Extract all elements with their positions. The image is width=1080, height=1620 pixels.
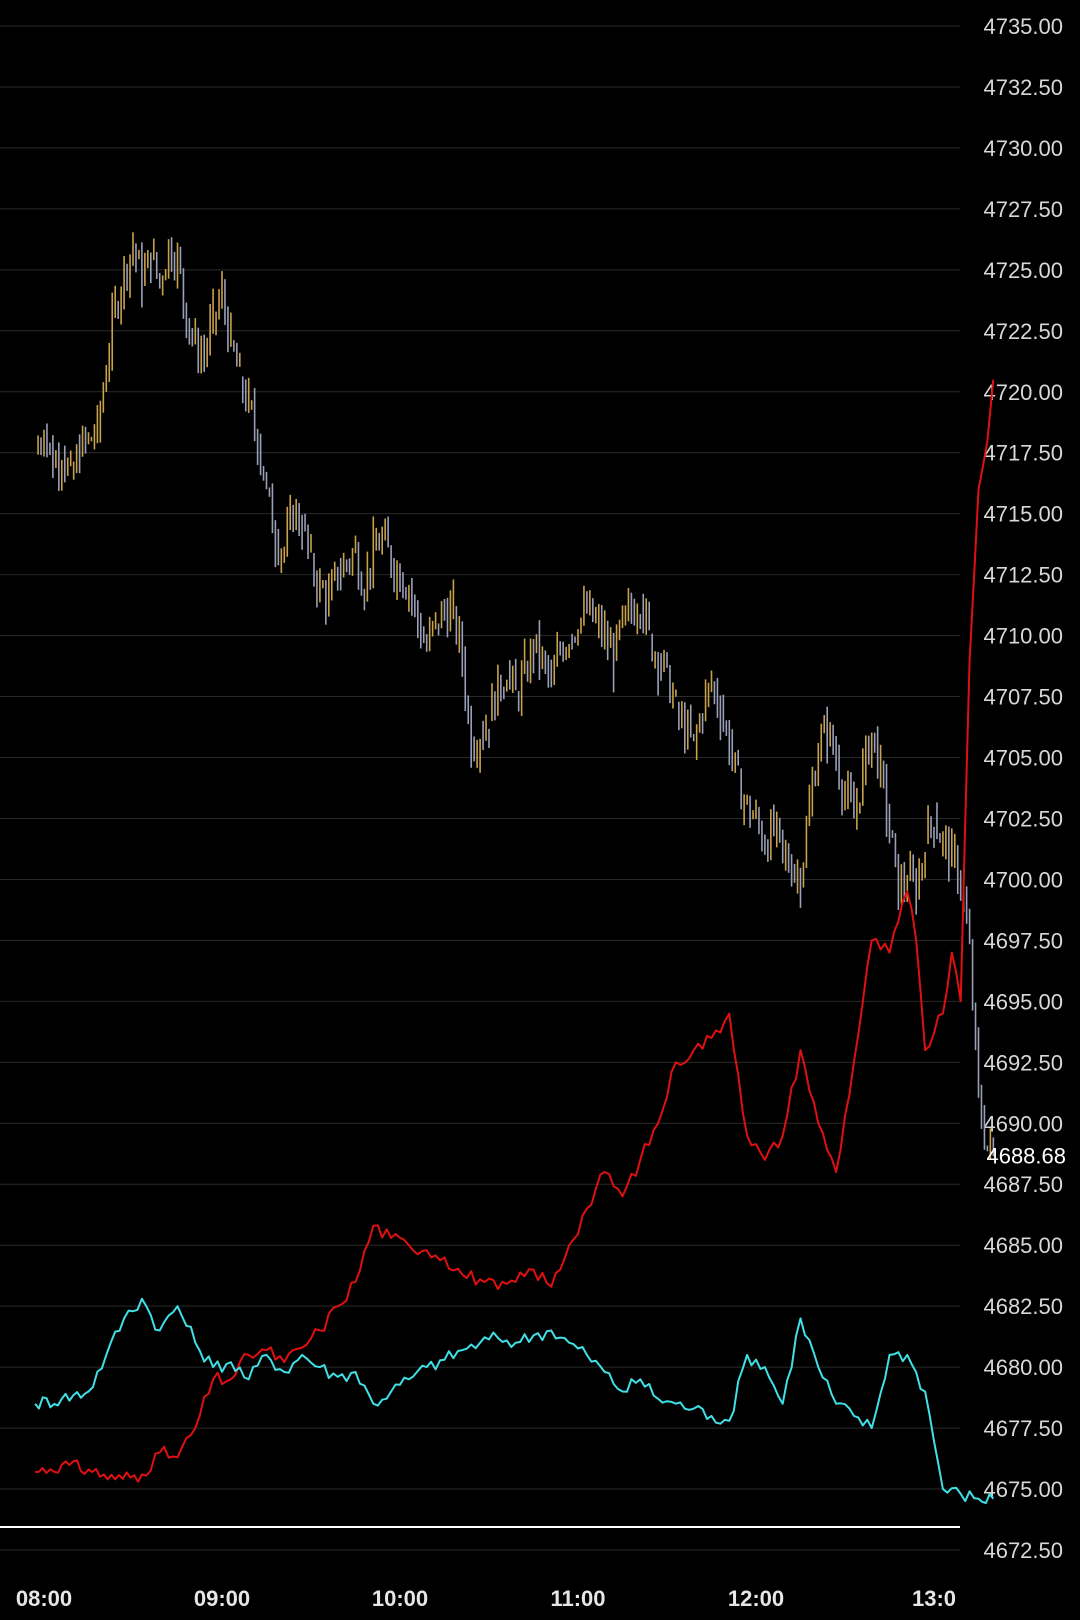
y-tick-label: 4677.50 xyxy=(983,1416,1063,1441)
y-tick-label: 4707.50 xyxy=(983,685,1063,710)
last-price-label: 4688.68 xyxy=(986,1143,1066,1168)
y-tick-label: 4675.00 xyxy=(983,1477,1063,1502)
y-tick-label: 4685.00 xyxy=(983,1233,1063,1258)
x-tick-label: 13:0 xyxy=(912,1586,956,1611)
y-tick-label: 4682.50 xyxy=(983,1294,1063,1319)
y-tick-label: 4717.50 xyxy=(983,441,1063,466)
cyan-indicator-line xyxy=(34,1297,995,1504)
x-tick-label: 08:00 xyxy=(16,1586,72,1611)
y-tick-label: 4695.00 xyxy=(983,989,1063,1014)
x-tick-label: 10:00 xyxy=(372,1586,428,1611)
y-tick-label: 4702.50 xyxy=(983,806,1063,831)
y-tick-label: 4705.00 xyxy=(983,746,1063,771)
grid-lines xyxy=(0,25,960,1551)
y-tick-label: 4700.00 xyxy=(983,867,1063,892)
y-tick-label: 4735.00 xyxy=(983,14,1063,39)
y-tick-label: 4727.50 xyxy=(983,197,1063,222)
y-tick-label: 4732.50 xyxy=(983,75,1063,100)
indicator-lines xyxy=(34,379,995,1504)
y-tick-label: 4687.50 xyxy=(983,1172,1063,1197)
y-tick-label: 4722.50 xyxy=(983,319,1063,344)
price-bars xyxy=(37,232,995,1160)
red-indicator-line xyxy=(35,379,995,1483)
y-axis-labels: 4735.00 4732.50 4730.00 4727.50 4725.00 4722.… xyxy=(983,14,1063,1563)
y-tick-label: 4725.00 xyxy=(983,258,1063,283)
y-tick-label: 4715.00 xyxy=(983,502,1063,527)
y-tick-label: 4680.00 xyxy=(983,1355,1063,1380)
x-tick-label: 12:00 xyxy=(728,1586,784,1611)
y-tick-label: 4710.00 xyxy=(983,624,1063,649)
x-axis-labels: 08:00 09:00 10:00 11:00 12:00 13:0 xyxy=(16,1586,956,1611)
y-tick-label: 4720.00 xyxy=(983,380,1063,405)
y-tick-label: 4712.50 xyxy=(983,563,1063,588)
y-tick-label: 4690.00 xyxy=(983,1111,1063,1136)
y-tick-label: 4672.50 xyxy=(983,1538,1063,1563)
y-tick-label: 4697.50 xyxy=(983,928,1063,953)
x-tick-label: 11:00 xyxy=(550,1586,605,1611)
x-tick-label: 09:00 xyxy=(194,1586,250,1611)
y-tick-label: 4692.50 xyxy=(983,1050,1063,1075)
y-tick-label: 4730.00 xyxy=(983,136,1063,161)
